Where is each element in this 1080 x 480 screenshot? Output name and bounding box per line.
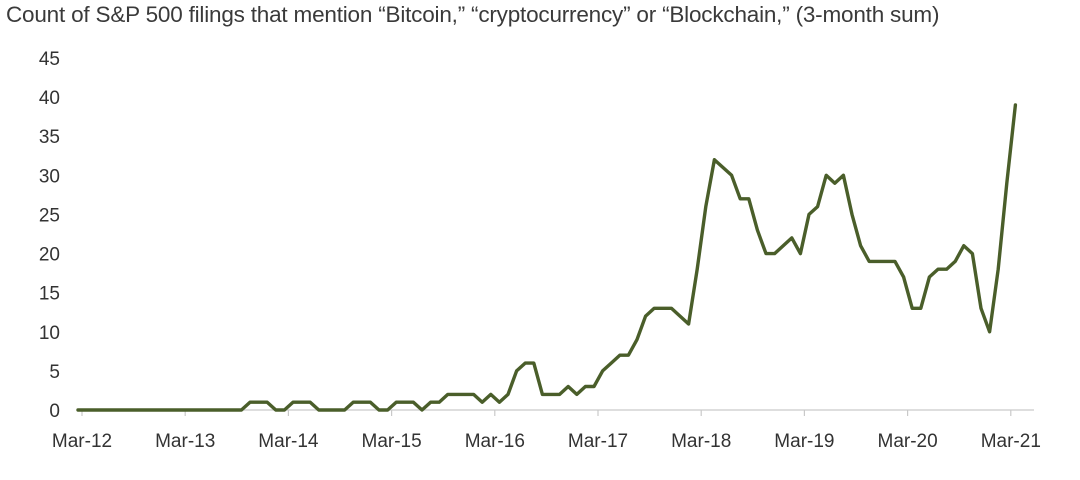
x-tick-label: Mar-17 <box>568 431 628 452</box>
x-tick-label: Mar-12 <box>52 431 112 452</box>
y-tick-label: 25 <box>39 205 60 226</box>
y-tick-label: 20 <box>39 245 60 266</box>
x-tick-label: Mar-15 <box>362 431 422 452</box>
x-tick-label: Mar-20 <box>878 431 938 452</box>
y-axis: 0 5 10 15 20 25 30 35 40 45 <box>39 49 60 422</box>
y-tick-label: 30 <box>39 166 60 187</box>
y-tick-label: 15 <box>39 284 60 305</box>
x-tick-label: Mar-18 <box>671 431 731 452</box>
y-tick-label: 0 <box>49 401 60 422</box>
x-tick-label: Mar-13 <box>155 431 215 452</box>
x-tick-label: Mar-19 <box>774 431 834 452</box>
series-group <box>76 103 1018 412</box>
x-tick-label: Mar-16 <box>465 431 525 452</box>
y-tick-label: 45 <box>39 49 60 70</box>
y-tick-label: 5 <box>49 362 60 383</box>
x-tick-label: Mar-14 <box>258 431 319 452</box>
x-axis: Mar-12 Mar-13 Mar-14 Mar-15 Mar-16 Mar-17 Mar-… <box>52 409 1041 452</box>
y-tick-label: 10 <box>39 323 60 344</box>
y-tick-label: 35 <box>39 127 60 148</box>
x-tick-label: Mar-21 <box>981 431 1041 452</box>
chart-title: Count of S&P 500 filings that mention “B… <box>6 2 940 27</box>
series-line <box>76 103 1018 412</box>
y-tick-label: 40 <box>39 88 60 109</box>
